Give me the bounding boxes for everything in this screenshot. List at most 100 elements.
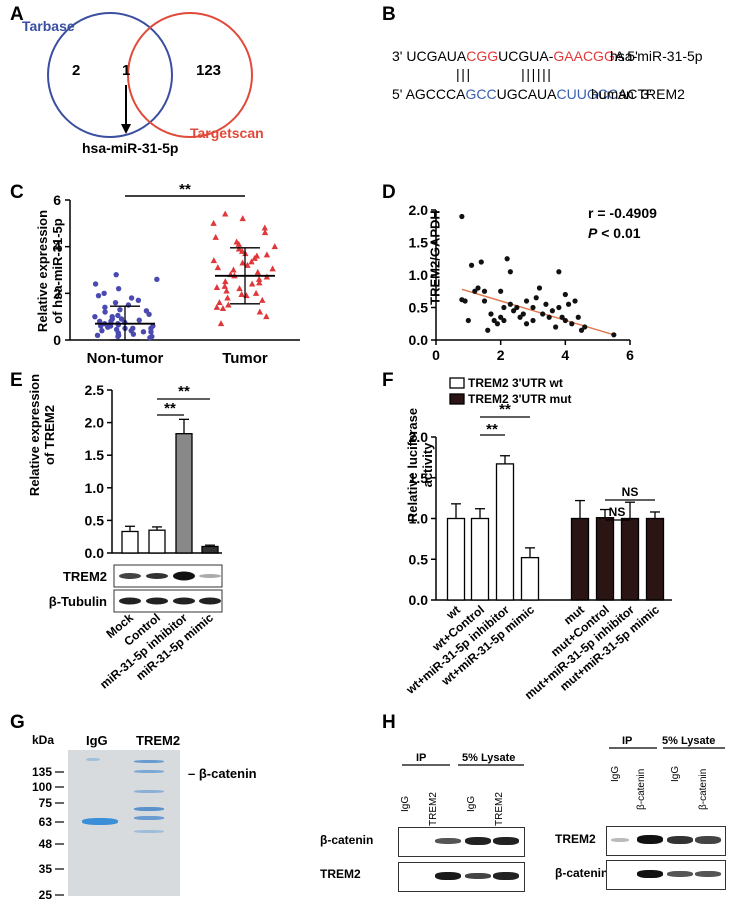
data-point — [128, 295, 135, 301]
h-left-blot-beta-catenin — [398, 827, 525, 857]
data-point — [582, 324, 588, 330]
panel-label-b: B — [382, 4, 396, 25]
panel-label-d: D — [382, 182, 396, 203]
data-point — [109, 313, 115, 320]
data-point — [491, 317, 497, 324]
y-tick-label: 0.5 — [409, 551, 429, 567]
data-point — [514, 304, 520, 311]
target-sequence: 5' AGCCCAGCCUGCAUACUUGCCAC 3' — [392, 86, 652, 102]
data-point — [553, 324, 559, 330]
data-point — [269, 265, 276, 272]
blot-band — [435, 872, 461, 880]
coomassie-gel — [68, 750, 180, 896]
data-point — [95, 292, 102, 299]
significance-mark: ** — [179, 181, 191, 198]
h-left-lane-3: IgG — [466, 795, 477, 812]
bar — [148, 529, 166, 554]
data-point — [125, 302, 132, 308]
data-point — [263, 251, 271, 258]
data-point — [148, 325, 154, 332]
data-point — [520, 311, 526, 317]
h-right-blot-beta-catenin — [606, 860, 726, 890]
data-point — [485, 327, 491, 333]
blot-band — [493, 872, 519, 880]
blot-band — [119, 573, 141, 579]
y-tick-label: 2.0 — [409, 429, 429, 445]
marker-label: 48 — [39, 837, 53, 851]
significance-mark: ** — [486, 421, 498, 438]
bar — [470, 517, 490, 601]
data-point — [254, 268, 261, 275]
data-point — [94, 332, 101, 339]
significance-mark: ** — [499, 401, 511, 418]
y-tick-label: 1.5 — [409, 470, 429, 486]
panel-label-e: E — [10, 370, 23, 391]
h-left-lane-2: TREM2 — [428, 792, 439, 826]
h-left-lane-1: IgG — [400, 795, 411, 812]
target-label: human TREM2 — [591, 86, 685, 102]
h-right-lane-3: IgG — [670, 765, 681, 782]
legend-label: TREM2 3'UTR wt — [468, 376, 563, 390]
legend-swatch — [449, 377, 465, 389]
panel-d-chart: 0.00.51.01.52.00246miR-31-5p/U6r = -0.49… — [409, 202, 658, 363]
data-point — [498, 288, 504, 294]
blot-band — [695, 836, 721, 844]
y-tick-label: 0.5 — [85, 512, 105, 528]
data-point — [235, 245, 243, 252]
blot-band — [667, 836, 693, 844]
data-point — [255, 275, 263, 282]
h-left-blot-trem2 — [398, 862, 525, 892]
blot-band — [199, 597, 221, 605]
data-point — [575, 314, 581, 320]
data-point — [517, 314, 523, 320]
data-point — [578, 327, 585, 333]
data-point — [101, 290, 107, 297]
data-point — [224, 294, 231, 301]
bar — [495, 463, 515, 601]
kda-label: kDa — [32, 733, 55, 747]
y-tick-label: 4 — [53, 239, 61, 255]
y-tick-label: 0 — [53, 332, 61, 348]
data-point — [244, 261, 251, 268]
ns-mark: NS — [609, 505, 626, 519]
data-point — [501, 304, 507, 311]
data-point — [221, 282, 228, 289]
gel-band — [134, 790, 164, 793]
data-point — [212, 233, 219, 240]
y-tick-label: 0.0 — [85, 545, 105, 561]
data-point — [117, 306, 123, 313]
gel-band — [134, 807, 164, 811]
blot-band — [465, 837, 491, 845]
data-point — [239, 259, 246, 266]
data-point — [481, 288, 488, 294]
bar — [645, 517, 665, 601]
h-right-lane-1: IgG — [610, 765, 621, 782]
data-point — [540, 311, 546, 317]
data-point — [261, 229, 269, 236]
ns-mark: NS — [622, 485, 639, 499]
data-point — [236, 285, 243, 292]
data-point — [536, 285, 543, 291]
data-point — [107, 323, 114, 329]
gel-lane-igg: IgG — [86, 733, 108, 748]
gel-band — [86, 758, 100, 761]
data-point — [546, 314, 552, 320]
data-point — [556, 269, 562, 275]
h-left-ip-label: IP — [416, 752, 427, 764]
gel-band — [134, 770, 164, 773]
data-point — [504, 256, 510, 262]
y-tick-label: 1.0 — [409, 267, 429, 283]
data-point — [98, 323, 104, 329]
data-point — [462, 298, 468, 304]
data-point — [214, 264, 222, 271]
venn-circle-tarbase — [47, 12, 173, 138]
data-point — [115, 285, 122, 292]
data-point — [472, 288, 478, 294]
h-right-row-beta-catenin: β-catenin — [555, 866, 609, 880]
h-left-row-beta-catenin: β-catenin — [320, 833, 374, 847]
data-point — [533, 295, 539, 301]
data-point — [210, 219, 217, 226]
data-point — [481, 298, 488, 304]
y-tick-label: 0.0 — [409, 592, 429, 608]
